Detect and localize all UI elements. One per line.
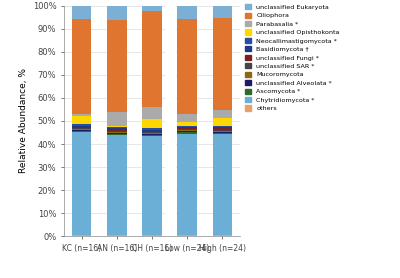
Bar xyxy=(72,130,91,131)
Bar xyxy=(142,135,162,136)
Bar xyxy=(213,18,232,110)
Bar xyxy=(107,6,126,21)
Bar xyxy=(142,132,162,133)
Bar xyxy=(213,130,232,131)
Bar xyxy=(142,128,162,130)
Bar xyxy=(178,235,197,236)
Bar xyxy=(213,118,232,126)
Bar xyxy=(72,129,91,130)
Bar xyxy=(178,19,197,114)
Bar xyxy=(142,106,162,119)
Bar xyxy=(213,6,232,18)
Bar xyxy=(213,127,232,128)
Bar xyxy=(213,131,232,132)
Bar xyxy=(142,235,162,236)
Bar xyxy=(72,6,91,19)
Bar xyxy=(142,130,162,131)
Bar xyxy=(72,114,91,116)
Bar xyxy=(178,129,197,130)
Bar xyxy=(213,132,232,133)
Bar xyxy=(178,114,197,122)
Bar xyxy=(213,110,232,118)
Bar xyxy=(178,128,197,129)
Bar xyxy=(72,132,91,235)
Bar xyxy=(107,130,126,131)
Bar xyxy=(178,130,197,131)
Bar xyxy=(72,128,91,129)
Bar xyxy=(178,122,197,126)
Bar xyxy=(107,133,126,134)
Bar xyxy=(107,128,126,130)
Bar xyxy=(178,126,197,127)
Bar xyxy=(213,126,232,127)
Bar xyxy=(107,131,126,132)
Bar xyxy=(72,131,91,132)
Bar xyxy=(107,135,126,235)
Bar xyxy=(107,235,126,236)
Bar xyxy=(142,6,162,11)
Bar xyxy=(142,131,162,132)
Bar xyxy=(213,235,232,236)
Bar xyxy=(142,136,162,235)
Bar xyxy=(142,133,162,134)
Bar xyxy=(72,116,91,124)
Bar xyxy=(178,133,197,134)
Bar xyxy=(107,132,126,133)
Bar xyxy=(72,127,91,128)
Bar xyxy=(107,21,126,112)
Bar xyxy=(178,134,197,235)
Bar xyxy=(107,112,126,126)
Bar xyxy=(178,127,197,128)
Bar xyxy=(72,235,91,236)
Bar xyxy=(107,127,126,128)
Bar xyxy=(142,11,162,106)
Bar xyxy=(213,134,232,235)
Bar xyxy=(142,134,162,135)
Bar xyxy=(142,119,162,128)
Y-axis label: Relative Abundance, %: Relative Abundance, % xyxy=(20,68,28,173)
Bar xyxy=(107,126,126,127)
Bar xyxy=(213,133,232,134)
Bar xyxy=(178,6,197,19)
Bar xyxy=(72,124,91,126)
Bar xyxy=(178,131,197,132)
Bar xyxy=(72,126,91,127)
Legend: unclassified Eukaryota, Ciliophora, Parabasalia *, unclassified Opisthokonta, Ne: unclassified Eukaryota, Ciliophora, Para… xyxy=(245,4,340,111)
Bar xyxy=(72,19,91,114)
Bar xyxy=(107,134,126,135)
Bar xyxy=(213,128,232,130)
